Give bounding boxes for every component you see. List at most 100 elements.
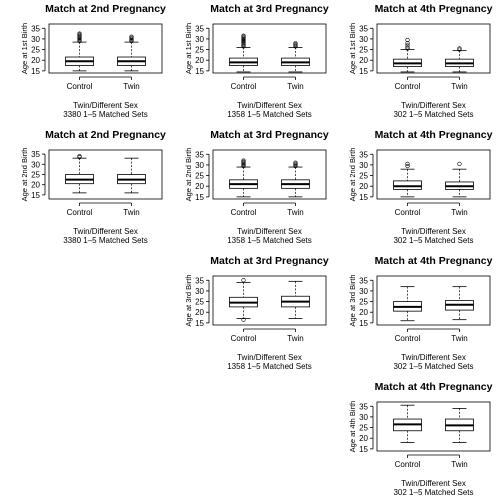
x-tick-label: Control: [395, 334, 421, 343]
panel-caption: Twin/Different Sex: [73, 227, 138, 236]
y-axis-label: Age at 2nd Birth: [184, 148, 193, 202]
y-tick-label: 15: [195, 193, 204, 202]
outlier-point: [293, 160, 298, 165]
y-tick-label: 35: [359, 276, 368, 285]
y-tick-label: 35: [31, 24, 40, 33]
panel-caption: 1358 1–5 Matched Sets: [227, 362, 312, 371]
y-tick-label: 30: [31, 160, 40, 169]
panel-title: Match at 4th Pregnancy: [375, 129, 493, 141]
x-tick-label: Twin: [287, 208, 303, 217]
y-tick-label: 35: [359, 24, 368, 33]
y-tick-label: 35: [359, 150, 368, 159]
y-tick-label: 30: [359, 287, 368, 296]
box-control: [393, 161, 422, 198]
plot-frame: [212, 275, 327, 326]
box-twin: [445, 46, 474, 73]
x-tick-label: Twin: [123, 208, 139, 217]
y-tick-label: 25: [359, 46, 368, 55]
panel-caption: 3380 1–5 Matched Sets: [63, 110, 148, 119]
outlier-point: [129, 34, 134, 39]
panel-title: Match at 3rd Pregnancy: [210, 255, 329, 267]
y-tick-label: 15: [359, 67, 368, 76]
x-tick-label: Control: [395, 460, 421, 469]
y-tick-label: 35: [195, 276, 204, 285]
panel-title: Match at 4th Pregnancy: [375, 381, 493, 393]
y-tick-label: 20: [195, 56, 204, 65]
x-tick-label: Control: [231, 334, 257, 343]
y-tick-label: 35: [195, 150, 204, 159]
plot-frame: [212, 149, 327, 200]
outlier-point: [241, 158, 246, 163]
outlier-point: [405, 45, 410, 50]
y-tick-label: 20: [31, 181, 40, 190]
x-tick-label: Control: [395, 208, 421, 217]
plot-frame: [376, 149, 491, 200]
outlier-point: [457, 161, 462, 166]
panel-caption: Twin/Different Sex: [401, 353, 466, 362]
y-axis-label: Age at 2nd Birth: [20, 148, 29, 202]
y-tick-label: 15: [195, 67, 204, 76]
panel-caption: 302 1–5 Matched Sets: [393, 236, 473, 245]
box-control: [65, 154, 94, 194]
y-tick-label: 25: [195, 298, 204, 307]
outlier-point: [405, 163, 410, 169]
y-tick-label: 30: [195, 287, 204, 296]
outlier-point: [405, 37, 410, 43]
y-tick-label: 30: [359, 161, 368, 170]
box-control: [393, 404, 422, 443]
panel-title: Match at 3rd Pregnancy: [210, 129, 329, 141]
y-tick-label: 30: [195, 161, 204, 170]
panel-title: Match at 3rd Pregnancy: [210, 3, 329, 15]
box-twin: [281, 160, 310, 198]
y-tick-label: 30: [195, 35, 204, 44]
y-tick-label: 15: [359, 319, 368, 328]
y-tick-label: 20: [359, 308, 368, 317]
panel-caption: Twin/Different Sex: [401, 479, 466, 488]
y-axis-label: Age at 1st Birth: [20, 23, 29, 74]
box-twin: [445, 161, 474, 198]
y-axis-label: Age at 3rd Birth: [184, 274, 193, 326]
box-twin: [117, 34, 146, 72]
x-tick-label: Twin: [287, 334, 303, 343]
x-tick-label: Control: [67, 82, 93, 91]
panel-title: Match at 2nd Pregnancy: [45, 3, 166, 15]
panel-caption: 3380 1–5 Matched Sets: [63, 236, 148, 245]
box-control: [393, 286, 422, 322]
plot-frame: [48, 23, 163, 74]
panel-caption: 302 1–5 Matched Sets: [393, 488, 473, 497]
y-tick-label: 20: [195, 308, 204, 317]
plot-frame: [376, 23, 491, 74]
outlier-point: [241, 278, 246, 283]
plot-frame: [212, 23, 327, 74]
x-tick-label: Twin: [451, 82, 467, 91]
y-axis-label: Age at 4th Birth: [348, 401, 357, 453]
box-twin: [445, 286, 474, 321]
y-tick-label: 20: [31, 56, 40, 65]
box-twin: [445, 407, 474, 443]
x-tick-label: Control: [67, 208, 93, 217]
y-tick-label: 20: [359, 434, 368, 443]
y-axis-label: Age at 2nd Birth: [348, 148, 357, 202]
outlier-point: [405, 43, 410, 48]
panel-title: Match at 2nd Pregnancy: [45, 129, 166, 141]
outlier-point: [241, 33, 246, 38]
x-tick-label: Twin: [451, 208, 467, 217]
outlier-point: [405, 41, 410, 46]
outlier-point: [77, 31, 82, 36]
y-tick-label: 35: [359, 402, 368, 411]
y-tick-label: 25: [31, 171, 40, 180]
y-axis-label: Age at 1st Birth: [348, 23, 357, 74]
y-tick-label: 35: [31, 150, 40, 159]
x-tick-label: Twin: [287, 82, 303, 91]
plot-frame: [376, 275, 491, 326]
outlier-point: [241, 317, 246, 322]
y-tick-label: 25: [195, 46, 204, 55]
outlier-point: [293, 41, 298, 46]
box-twin: [281, 280, 310, 320]
y-tick-label: 15: [195, 319, 204, 328]
x-tick-label: Twin: [451, 460, 467, 469]
